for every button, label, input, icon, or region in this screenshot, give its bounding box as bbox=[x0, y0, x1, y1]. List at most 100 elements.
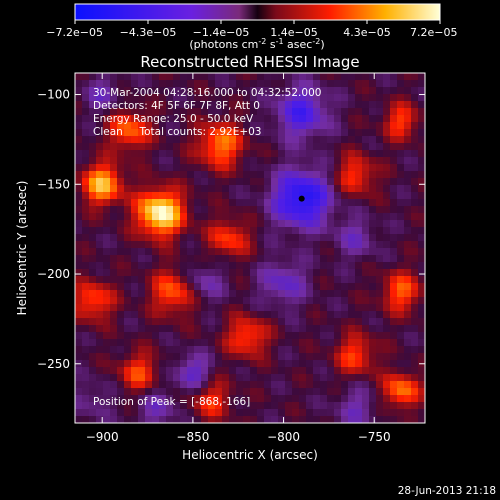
heatmap-cell bbox=[383, 332, 391, 340]
heatmap-cell bbox=[96, 185, 104, 193]
heatmap-cell bbox=[348, 199, 356, 207]
heatmap-cell bbox=[355, 248, 363, 256]
heatmap-cell bbox=[180, 332, 188, 340]
heatmap-cell bbox=[229, 290, 237, 298]
heatmap-cell bbox=[201, 395, 209, 403]
heatmap-cell bbox=[96, 353, 104, 361]
heatmap-cell bbox=[75, 255, 83, 263]
heatmap-cell bbox=[75, 297, 83, 305]
heatmap-cell bbox=[250, 101, 258, 109]
heatmap-cell bbox=[110, 227, 118, 235]
heatmap-cell bbox=[166, 73, 174, 81]
heatmap-cell bbox=[285, 80, 293, 88]
heatmap-cell bbox=[180, 388, 188, 396]
heatmap-cell bbox=[236, 409, 244, 417]
heatmap-cell bbox=[313, 262, 321, 270]
heatmap-cell bbox=[152, 73, 160, 81]
heatmap-cell bbox=[404, 325, 412, 333]
heatmap-cell bbox=[208, 353, 216, 361]
heatmap-cell bbox=[124, 318, 132, 326]
heatmap-cell bbox=[383, 248, 391, 256]
heatmap-cell bbox=[369, 339, 377, 347]
heatmap-cell bbox=[250, 213, 258, 221]
heatmap-cell bbox=[390, 318, 398, 326]
heatmap-cell bbox=[124, 339, 132, 347]
heatmap-cell bbox=[292, 381, 300, 389]
heatmap-cell bbox=[383, 206, 391, 214]
heatmap-cell bbox=[131, 325, 139, 333]
heatmap-cell bbox=[187, 241, 195, 249]
heatmap-cell bbox=[145, 129, 153, 137]
heatmap-cell bbox=[187, 108, 195, 116]
heatmap-cell bbox=[355, 101, 363, 109]
heatmap-cell bbox=[418, 290, 425, 298]
heatmap-cell bbox=[166, 290, 174, 298]
heatmap-cell bbox=[320, 136, 328, 144]
heatmap-cell bbox=[320, 402, 328, 410]
heatmap-cell bbox=[236, 164, 244, 172]
heatmap-cell bbox=[103, 122, 111, 130]
heatmap-cell bbox=[138, 164, 146, 172]
heatmap-cell bbox=[306, 178, 314, 186]
heatmap-cell bbox=[250, 164, 258, 172]
heatmap-cell bbox=[264, 234, 272, 242]
annotation-detectors: Detectors: 4F 5F 6F 7F 8F, Att 0 bbox=[93, 100, 260, 112]
heatmap-cell bbox=[222, 255, 230, 263]
heatmap-cell bbox=[355, 241, 363, 249]
heatmap-cell bbox=[250, 171, 258, 179]
heatmap-cell bbox=[236, 395, 244, 403]
heatmap-cell bbox=[334, 227, 342, 235]
chart-title: Reconstructed RHESSI Image bbox=[140, 53, 359, 71]
heatmap-cell bbox=[369, 374, 377, 382]
heatmap-cell bbox=[138, 332, 146, 340]
heatmap-cell bbox=[89, 220, 97, 228]
heatmap-cell bbox=[229, 388, 237, 396]
heatmap-cell bbox=[236, 304, 244, 312]
heatmap-cell bbox=[334, 73, 342, 81]
heatmap-cell bbox=[180, 199, 188, 207]
heatmap-cell bbox=[215, 199, 223, 207]
heatmap-cell bbox=[75, 136, 83, 144]
heatmap-cell bbox=[264, 164, 272, 172]
heatmap-cell bbox=[124, 276, 132, 284]
heatmap-cell bbox=[404, 283, 412, 291]
heatmap-cell bbox=[145, 192, 153, 200]
heatmap-cell bbox=[334, 220, 342, 228]
heatmap-cell bbox=[418, 269, 425, 277]
heatmap-cell bbox=[334, 332, 342, 340]
heatmap-cell bbox=[194, 276, 202, 284]
heatmap-cell bbox=[292, 276, 300, 284]
heatmap-cell bbox=[397, 227, 405, 235]
heatmap-cell bbox=[348, 297, 356, 305]
heatmap-cell bbox=[75, 178, 83, 186]
heatmap-cell bbox=[138, 122, 146, 130]
heatmap-cell bbox=[264, 381, 272, 389]
heatmap-cell bbox=[257, 108, 265, 116]
heatmap-cell bbox=[201, 409, 209, 417]
heatmap-cell bbox=[194, 409, 202, 417]
heatmap-cell bbox=[278, 269, 286, 277]
heatmap-cell bbox=[250, 374, 258, 382]
heatmap-cell bbox=[187, 220, 195, 228]
heatmap-cell bbox=[75, 381, 83, 389]
heatmap-cell bbox=[278, 234, 286, 242]
heatmap-cell bbox=[320, 143, 328, 151]
heatmap-cell bbox=[145, 374, 153, 382]
heatmap-cell bbox=[103, 262, 111, 270]
heatmap-cell bbox=[82, 402, 90, 410]
heatmap-cell bbox=[348, 339, 356, 347]
heatmap-cell bbox=[82, 94, 90, 102]
heatmap-cell bbox=[362, 227, 370, 235]
heatmap-cell bbox=[124, 101, 132, 109]
heatmap-cell bbox=[404, 234, 412, 242]
heatmap-cell bbox=[320, 262, 328, 270]
heatmap-cell bbox=[299, 318, 307, 326]
heatmap-cell bbox=[96, 94, 104, 102]
heatmap-cell bbox=[82, 227, 90, 235]
heatmap-cell bbox=[208, 171, 216, 179]
heatmap-cell bbox=[376, 248, 384, 256]
heatmap-cell bbox=[110, 101, 118, 109]
heatmap-cell bbox=[348, 213, 356, 221]
heatmap-cell bbox=[75, 220, 83, 228]
heatmap-cell bbox=[180, 283, 188, 291]
